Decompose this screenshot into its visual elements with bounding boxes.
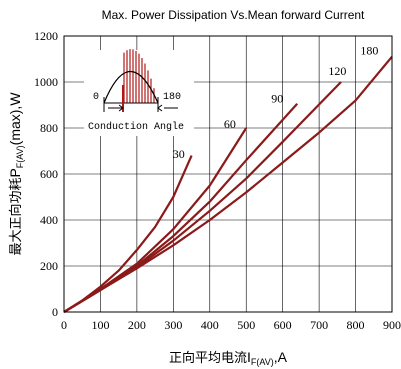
x-axis-label: 正向平均电流IF(AV),A: [169, 349, 288, 367]
y-tick-label: 0: [52, 305, 58, 319]
inset-label-right: 180: [163, 92, 181, 103]
x-axis-label-unit: ,A: [274, 349, 288, 365]
x-tick-label: 900: [383, 318, 401, 332]
series-label-90: 90: [271, 92, 283, 106]
x-tick-label: 0: [61, 318, 67, 332]
y-tick-label: 1000: [34, 75, 58, 89]
y-axis-label-prefix: 最大正向功耗: [8, 178, 23, 256]
series-label-60: 60: [224, 117, 236, 131]
x-tick-label: 700: [310, 318, 328, 332]
inset-waveform-outline: [103, 71, 159, 104]
conduction-angle-inset: 0 180 Conduction Angle: [84, 49, 194, 136]
x-tick-label: 500: [237, 318, 255, 332]
x-tick-label: 300: [164, 318, 182, 332]
series-labels: 30 60 90 120 180: [173, 43, 379, 160]
y-axis-label-unit: (max),W: [7, 92, 23, 146]
inset-label-left: 0: [93, 92, 99, 103]
inset-caption: Conduction Angle: [88, 121, 184, 133]
y-tick-label: 600: [40, 167, 58, 181]
series-line-180: [63, 55, 393, 313]
x-tick-label: 100: [91, 318, 109, 332]
y-axis-label: 最大正向功耗PF(AV)(max),W: [7, 92, 25, 256]
x-tick-label: 800: [347, 318, 365, 332]
x-axis-label-prefix: 正向平均电流: [169, 350, 247, 365]
x-tick-label: 600: [274, 318, 292, 332]
x-tick-label: 400: [201, 318, 219, 332]
series-label-30: 30: [173, 147, 185, 161]
x-axis-label-subscript: F(AV): [251, 357, 274, 367]
plot-frame: [63, 35, 393, 313]
chart-title: Max. Power Dissipation Vs.Mean forward C…: [102, 8, 365, 22]
series-label-120: 120: [328, 64, 346, 78]
y-tick-label: 400: [40, 213, 58, 227]
inset-arrowhead-left: [118, 104, 124, 112]
series-line-30: [63, 155, 193, 313]
x-tick-label: 200: [128, 318, 146, 332]
y-tick-label: 1200: [34, 29, 58, 43]
y-tick-label: 200: [40, 259, 58, 273]
x-tick-labels: 0 100 200 300 400 500 600 700 800 900: [61, 318, 401, 332]
y-tick-labels: 0 200 400 600 800 1000 1200: [34, 29, 58, 319]
series-lines: [63, 55, 393, 313]
y-axis-label-subscript: F(AV): [15, 145, 25, 168]
series-label-180: 180: [360, 43, 378, 57]
y-axis-label-symbol: P: [7, 168, 23, 177]
x-axis-label-symbol: I: [247, 349, 251, 365]
y-tick-label: 800: [40, 121, 58, 135]
inset-arrowhead-right: [157, 104, 163, 112]
